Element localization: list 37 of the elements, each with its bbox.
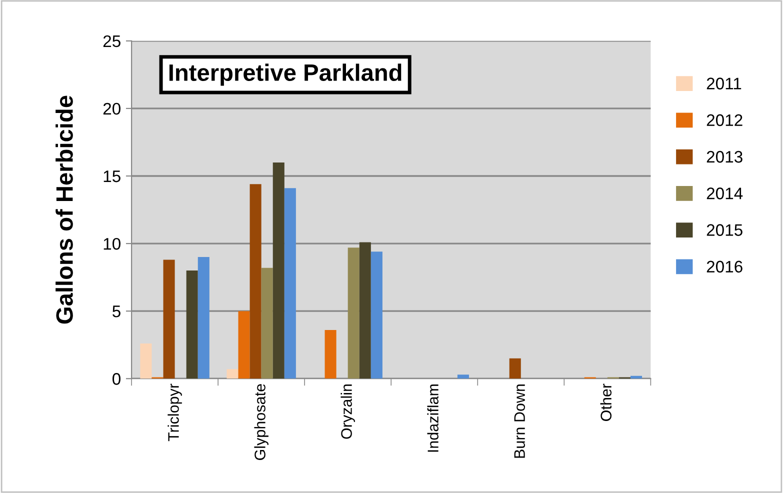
legend-label: 2014 bbox=[706, 188, 743, 200]
bar bbox=[370, 252, 382, 379]
legend-label: 2012 bbox=[706, 114, 742, 126]
y-tick-label: 25 bbox=[103, 35, 120, 48]
bar bbox=[509, 358, 521, 379]
bar bbox=[348, 248, 360, 379]
y-tick-label: 10 bbox=[104, 238, 120, 250]
y-tick-label: 5 bbox=[112, 306, 120, 318]
x-tick-label: Other bbox=[600, 384, 612, 421]
bar bbox=[630, 376, 642, 379]
y-tick-label: 15 bbox=[104, 170, 120, 182]
legend-label: 2015 bbox=[706, 224, 742, 236]
y-tick-label: 20 bbox=[103, 102, 120, 115]
y-axis-title: Gallons of Herbicide bbox=[56, 96, 73, 324]
bar bbox=[284, 188, 296, 379]
bar bbox=[261, 268, 273, 379]
x-tick-label: Oryzalin bbox=[340, 384, 355, 439]
bar bbox=[186, 270, 198, 379]
legend-label: 2016 bbox=[706, 260, 742, 273]
bar bbox=[238, 311, 250, 379]
bar bbox=[457, 374, 469, 379]
x-tick-label: Triclopyr bbox=[168, 384, 182, 442]
x-tick-label: Glyphosate bbox=[254, 384, 268, 460]
text: Interpretive Parkland bbox=[169, 64, 402, 86]
legend-label: 2013 bbox=[706, 150, 742, 163]
bar bbox=[324, 330, 336, 379]
bar bbox=[359, 242, 371, 379]
bar bbox=[198, 257, 210, 379]
y-tick-label: 0 bbox=[112, 373, 120, 385]
x-tick-label: Indaziflam bbox=[427, 384, 438, 452]
bar bbox=[226, 369, 238, 379]
bar bbox=[163, 260, 175, 379]
legend-label: 2011 bbox=[706, 78, 742, 90]
bar bbox=[250, 184, 262, 379]
bar bbox=[140, 344, 152, 379]
x-tick-label: Burn Down bbox=[514, 384, 525, 458]
bar bbox=[272, 162, 284, 379]
